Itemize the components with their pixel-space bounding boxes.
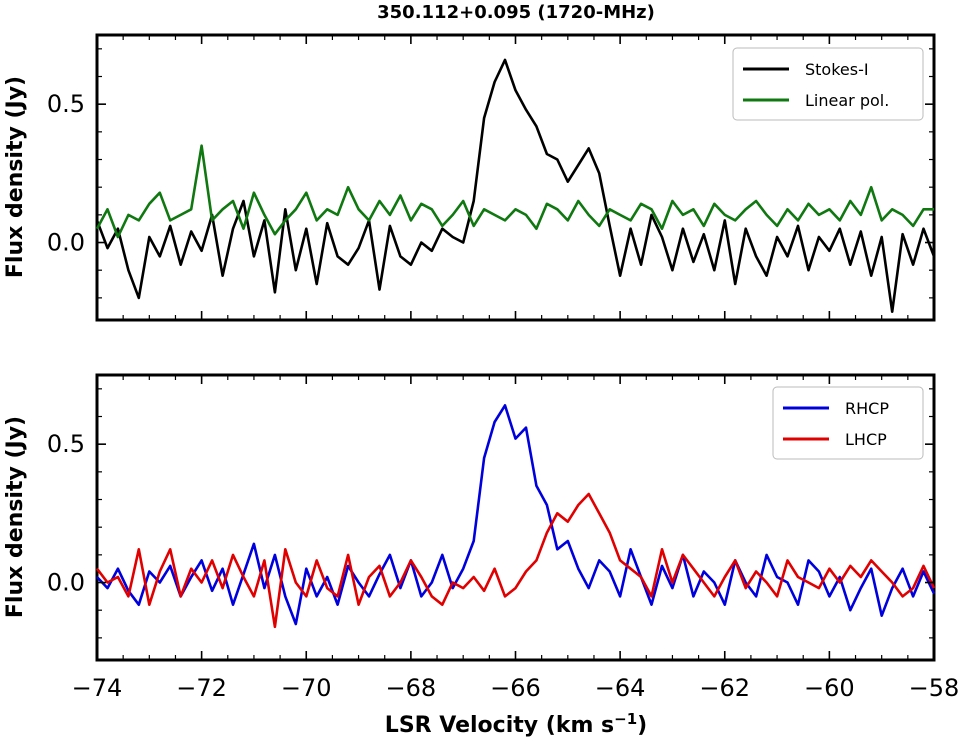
bottom-y-tick-label: 0.0 (47, 569, 85, 597)
bottom-legend: RHCP LHCP (772, 386, 924, 460)
x-axis-label-superscript: −1 (614, 710, 637, 728)
bottom-plot-ticks: −74 −72 −70 −68 −66 −64 −62 −60 −58 0.0 0.5 (47, 375, 960, 702)
x-tick-label: −74 (72, 674, 123, 702)
series-line-linear-pol (95, 144, 934, 239)
x-tick-label: −66 (490, 674, 541, 702)
top-plot-ticks: 0.0 0.5 (47, 35, 935, 320)
top-plot-lines (95, 58, 936, 314)
x-tick-label: −62 (699, 674, 750, 702)
x-axis-label-main: LSR Velocity (km s (385, 713, 614, 738)
x-tick-label: −72 (176, 674, 227, 702)
series-line-lhcp (95, 492, 936, 629)
bottom-ylabel: Flux density (Jy) (3, 416, 28, 618)
legend-label-rhcp: RHCP (845, 399, 889, 418)
top-panel: 0.0 0.5 Flux density (Jy) Stokes-I Linear… (3, 33, 936, 322)
x-tick-label: −64 (595, 674, 646, 702)
top-legend-box (732, 47, 924, 121)
legend-label-stokes-i: Stokes-I (805, 60, 869, 79)
bottom-legend-box (772, 386, 924, 460)
x-tick-label: −70 (281, 674, 332, 702)
bottom-plot-lines (95, 404, 936, 629)
bottom-y-tick-label: 0.5 (47, 430, 85, 458)
x-axis-label-close: ) (637, 713, 647, 738)
x-tick-label: −60 (804, 674, 855, 702)
x-axis-label: LSR Velocity (km s−1) (385, 710, 647, 738)
legend-label-lhcp: LHCP (845, 430, 887, 449)
top-ylabel: Flux density (Jy) (3, 76, 28, 278)
top-y-tick-label: 0.5 (47, 90, 85, 118)
top-legend: Stokes-I Linear pol. (732, 47, 924, 121)
figure-title: 350.112+0.095 (1720-MHz) (377, 2, 655, 23)
series-line-rhcp (96, 404, 936, 626)
x-tick-label: −68 (386, 674, 437, 702)
bottom-panel: −74 −72 −70 −68 −66 −64 −62 −60 −58 0.0 0.5 Flux d… (3, 373, 960, 702)
series-line-stokes-i (95, 58, 936, 314)
x-tick-label: −58 (909, 674, 960, 702)
legend-label-linear-pol: Linear pol. (805, 91, 889, 110)
top-y-tick-label: 0.0 (47, 229, 85, 257)
